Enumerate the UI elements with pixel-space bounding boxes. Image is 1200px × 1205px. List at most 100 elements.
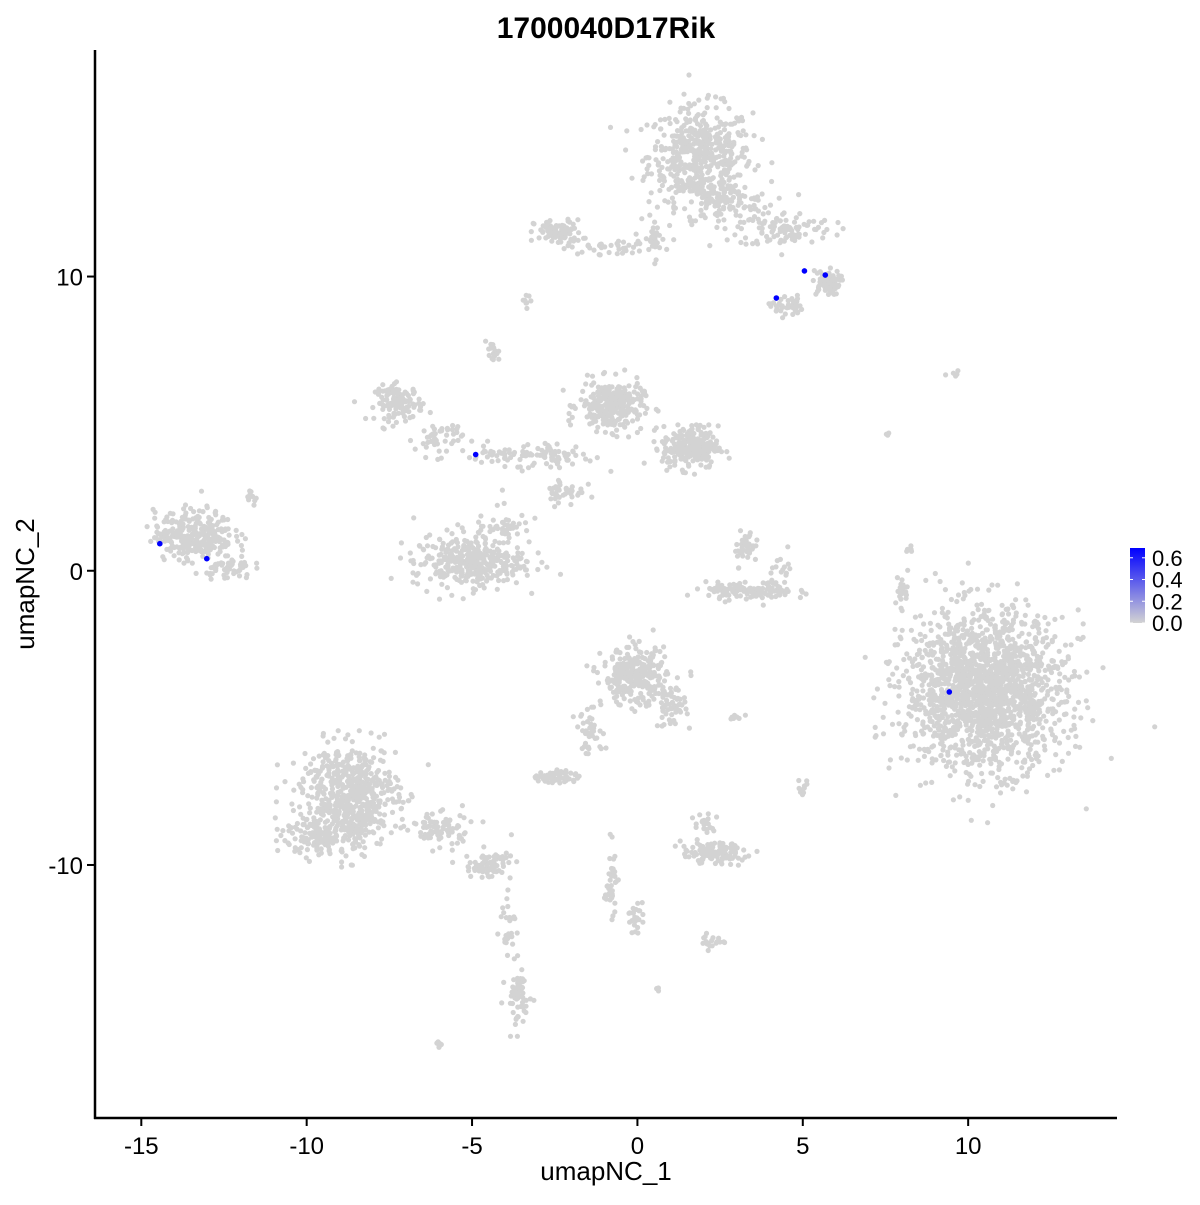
cell-point [206,547,212,554]
cell-point [903,668,910,674]
cell-point [1005,682,1011,689]
cell-point [659,458,665,464]
cell-point [930,743,937,749]
cell-point [524,572,530,578]
cell-point [924,651,930,657]
cell-point [1050,696,1056,703]
cell-point [385,387,391,393]
cell-point [668,184,675,190]
cell-point [746,534,752,540]
cell-point [798,587,805,594]
cell-point [965,778,972,784]
cell-point [571,238,577,244]
cell-point [720,162,726,168]
cell-point [596,252,602,258]
cell-point [1035,621,1041,627]
cell-point [686,463,692,469]
cell-point [895,709,901,715]
cell-point [955,718,961,724]
cell-point [351,399,358,405]
cell-point [974,602,980,608]
cell-point [937,578,943,585]
cell-point [202,525,208,531]
cell-point [716,153,722,159]
cell-point [669,195,676,201]
cell-point [980,712,987,718]
cell-point [251,502,257,508]
cell-point [583,456,589,462]
cell-point [153,535,159,541]
cell-point [959,709,966,716]
cell-point [747,204,753,210]
cell-point [482,535,488,541]
cell-point [811,268,817,274]
cell-point [776,590,782,597]
cell-point [988,740,994,746]
cell-point [882,700,888,706]
cell-point [651,439,657,445]
cell-point [615,238,622,244]
cell-point [970,670,976,676]
cell-point [629,175,635,181]
cell-point [915,757,921,763]
cell-point [988,702,994,708]
cell-point [899,732,905,738]
cell-point [656,245,663,251]
cell-point [244,572,250,578]
cell-point [1034,730,1040,736]
cell-point [966,702,973,708]
cell-point [556,494,562,500]
cell-point [576,230,582,236]
cell-point [469,556,475,563]
cell-point [671,204,677,210]
cell-point [1010,636,1016,642]
cell-point [1005,743,1011,749]
cell-point [1016,648,1023,654]
cell-point [478,459,485,465]
cell-point [941,757,947,764]
cell-point [756,225,762,231]
cell-point [659,723,665,729]
cell-point [427,576,433,582]
cell-point [937,707,943,713]
cell-point [542,451,548,457]
cell-point [1013,666,1019,672]
cell-point [1043,628,1049,634]
cell-point [501,500,507,506]
cell-point [427,556,433,562]
cell-point [954,598,960,605]
cell-point [976,644,982,651]
cell-point [480,450,486,456]
cell-point [595,389,601,395]
cell-point [1053,709,1059,715]
cell-point [1017,689,1023,695]
cell-point [598,397,604,403]
cell-point [575,492,581,498]
cell-point [957,643,963,649]
cell-point [449,592,455,598]
cell-point [1031,649,1038,656]
cell-point [1040,636,1046,642]
cell-point [391,390,397,396]
cell-point [766,301,772,307]
cell-point [751,543,757,549]
cell-point [738,226,745,232]
cell-point [829,282,836,288]
cell-point [742,533,748,540]
cell-point [220,514,226,521]
cell-point [487,523,493,530]
cell-point [1031,723,1037,730]
cell-point [386,414,392,421]
cell-point [174,544,180,550]
cell-point [550,225,556,231]
cell-point [928,627,934,634]
cell-point [627,634,633,640]
cell-point [415,581,421,587]
cell-point [406,403,412,409]
cell-point [382,403,388,409]
cell-point [721,589,727,595]
cell-point [996,745,1002,752]
cell-point [700,193,706,200]
cell-point [742,542,749,548]
cell-point [246,497,252,503]
